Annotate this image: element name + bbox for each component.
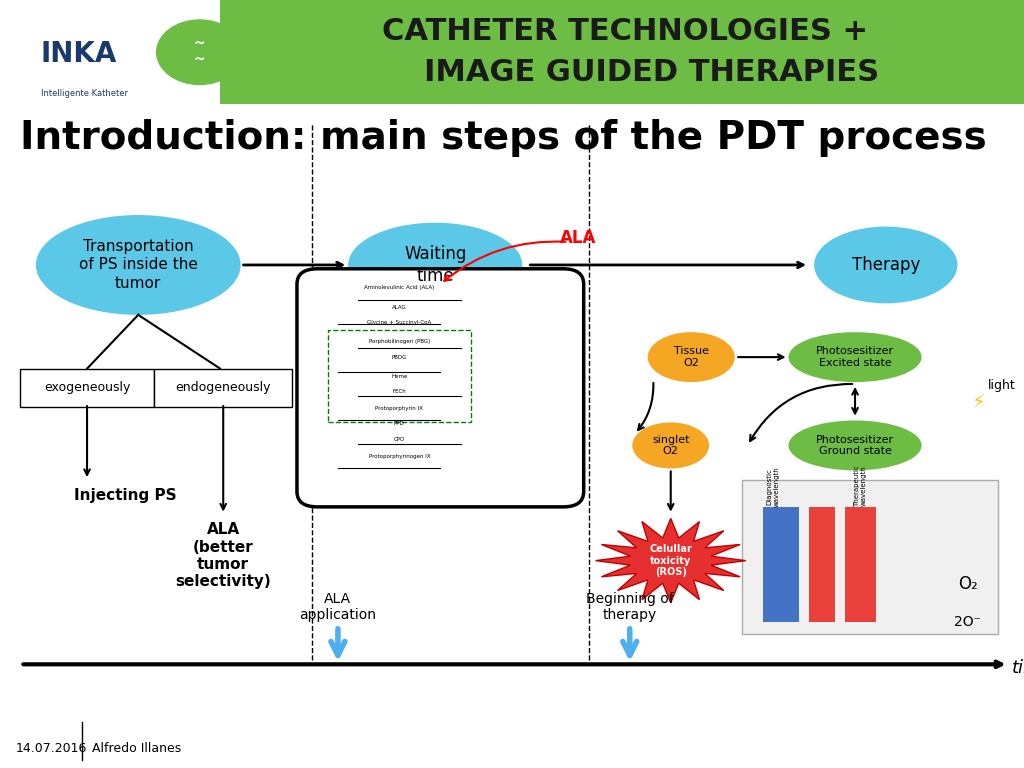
Text: ALAG: ALAG [392,305,407,310]
Text: Protoporphyrinogen IX: Protoporphyrinogen IX [369,455,430,459]
Ellipse shape [633,422,709,468]
Ellipse shape [36,215,241,315]
FancyBboxPatch shape [297,269,584,507]
Text: 2O⁻: 2O⁻ [954,615,981,629]
Text: INKA: INKA [41,40,118,68]
Text: FECh: FECh [392,389,407,394]
Text: Alfredo Illanes: Alfredo Illanes [92,743,181,755]
Text: Injecting PS: Injecting PS [74,488,176,503]
Text: ALA
(better
tumor
selectivity): ALA (better tumor selectivity) [175,522,271,590]
Text: Diagnostic
wavelength: Diagnostic wavelength [767,466,779,507]
Text: Tissue
O2: Tissue O2 [674,346,709,368]
Text: CPO: CPO [394,437,404,442]
Text: Transportation
of PS inside the
tumor: Transportation of PS inside the tumor [79,239,198,291]
Bar [763,507,799,622]
Ellipse shape [648,333,735,382]
Text: ~
~: ~ ~ [194,37,206,68]
Text: endogeneously: endogeneously [175,382,271,394]
Text: PPD: PPD [394,422,404,426]
Text: Protoporphyrin IX: Protoporphyrin IX [376,406,423,411]
Text: PBDG: PBDG [391,355,408,359]
Text: Porphobilinogen (PBG): Porphobilinogen (PBG) [369,339,430,344]
Text: O₂: O₂ [957,574,978,593]
Text: Photosesitizer
Ground state: Photosesitizer Ground state [816,435,894,456]
Text: ⚡: ⚡ [971,394,985,412]
Text: CATHETER TECHNOLOGIES +
     IMAGE GUIDED THERAPIES: CATHETER TECHNOLOGIES + IMAGE GUIDED THE… [371,18,879,87]
Text: Celullar
toxicity
(ROS): Celullar toxicity (ROS) [649,544,692,578]
Text: Intelligente Katheter: Intelligente Katheter [41,89,128,98]
Text: ALA
application: ALA application [299,592,377,622]
Text: Beginning of
therapy: Beginning of therapy [586,592,674,622]
Ellipse shape [788,421,922,470]
Text: Waiting
time: Waiting time [404,245,466,285]
Text: Therapy: Therapy [852,256,920,274]
Text: Glycine + Succinyl-CoA: Glycine + Succinyl-CoA [368,320,431,325]
Ellipse shape [348,223,522,307]
FancyBboxPatch shape [20,369,154,407]
Text: Heme: Heme [391,374,408,379]
Text: Aminolevulinic Acid (ALA): Aminolevulinic Acid (ALA) [365,286,434,290]
FancyBboxPatch shape [220,0,1024,104]
FancyBboxPatch shape [0,0,220,104]
Text: Introduction: main steps of the PDT process: Introduction: main steps of the PDT proc… [20,119,987,157]
Polygon shape [596,518,745,603]
Text: Therapeutic
wavelength: Therapeutic wavelength [854,465,866,507]
Bar [809,507,835,622]
Bar [845,507,876,622]
Text: singlet
O2: singlet O2 [652,435,689,456]
Text: 14.07.2016: 14.07.2016 [15,743,87,755]
Text: ALA: ALA [560,229,597,247]
Ellipse shape [814,227,957,303]
Text: exogeneously: exogeneously [44,382,130,394]
Ellipse shape [788,333,922,382]
FancyBboxPatch shape [742,480,998,634]
FancyBboxPatch shape [154,369,292,407]
Text: light: light [988,379,1016,392]
Text: Photosesitizer
Excited state: Photosesitizer Excited state [816,346,894,368]
Text: time: time [1012,659,1024,677]
Circle shape [157,20,243,84]
